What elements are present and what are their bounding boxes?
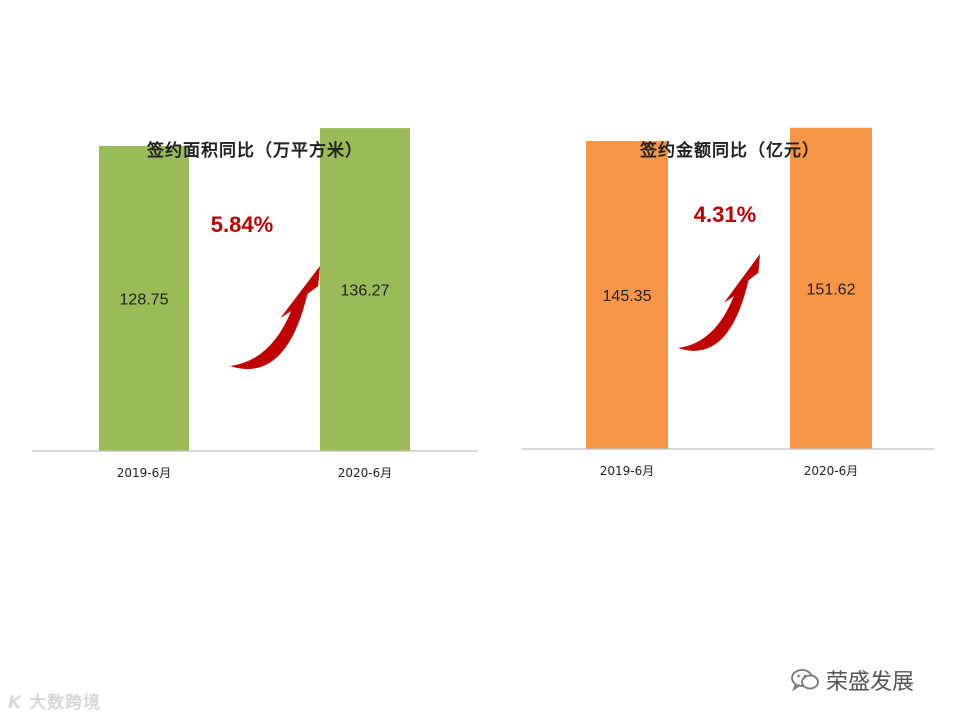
growth-label: 4.31% [694,202,756,227]
chart-plot: 128.75 2019-6月 136.27 2020-6月 5.84% [32,128,478,480]
growth-label: 5.84% [211,212,273,237]
bar [586,141,668,450]
chart-amount: 签约金额同比（亿元） 145.35 2019-6月 151.62 2020-6月 4.3… [520,0,940,520]
watermark-left-text: 大数跨境 [29,693,102,713]
chart-area: 签约面积同比（万平方米） 128.75 2019-6月 136.27 2020-6月 5… [30,0,480,520]
category-label: 2019-6月 [117,466,172,480]
category-label: 2020-6月 [804,464,859,478]
data-label: 136.27 [341,283,390,300]
watermark-left: K 大数跨境 [8,688,101,713]
chart-title: 签约面积同比（万平方米） [147,141,363,161]
bar [790,127,872,449]
data-label: 145.35 [603,288,652,305]
growth-arrow [678,254,760,351]
watermark-right-text: 荣盛发展 [826,670,915,695]
growth-arrow [230,266,320,369]
chart-title: 签约金额同比（亿元） [640,141,820,161]
category-label: 2020-6月 [338,466,393,480]
chart-plot: 145.35 2019-6月 151.62 2020-6月 4.31% [522,127,934,478]
watermark-logo-icon: K [8,693,23,713]
data-label: 151.62 [807,281,856,298]
bar [320,128,410,451]
data-label: 128.75 [120,291,169,308]
wechat-icon [791,669,819,692]
category-label: 2019-6月 [600,464,655,478]
bar [99,145,189,451]
watermark-right: 荣盛发展 [790,664,914,696]
